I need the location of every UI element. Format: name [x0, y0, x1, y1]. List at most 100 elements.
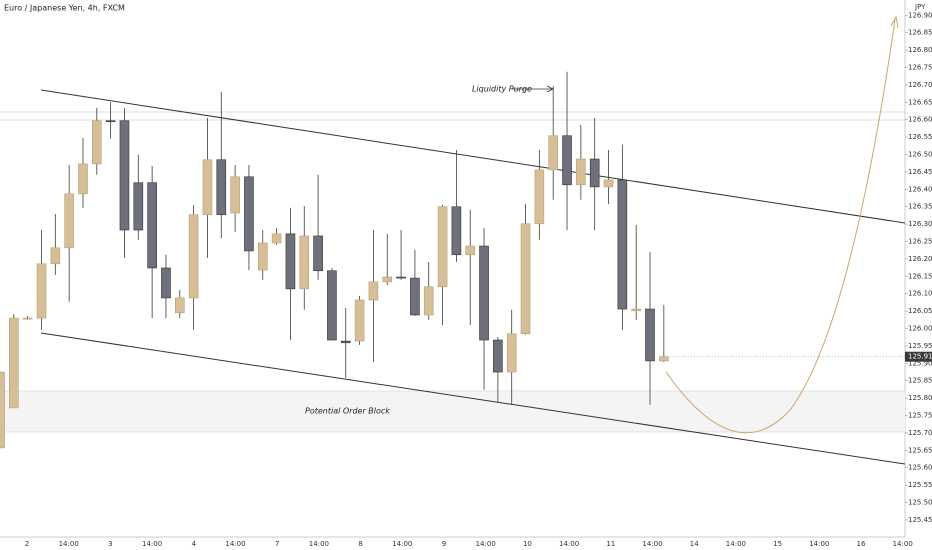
x-tick-label: 14:00 — [59, 540, 79, 548]
x-tick-label: 14:00 — [309, 540, 329, 548]
candle-body — [147, 182, 157, 269]
x-tick-label: 14:00 — [726, 540, 746, 548]
candle-body — [161, 267, 171, 299]
y-tick-label: 125.950 — [908, 342, 932, 350]
y-tick-label: 126.450 — [908, 168, 932, 176]
candle-body — [188, 214, 199, 299]
candle-body — [285, 233, 296, 290]
candle-body — [327, 270, 337, 341]
order-block-zone — [0, 391, 905, 432]
x-tick-label: 15 — [773, 540, 782, 548]
candle-body — [174, 297, 185, 314]
y-tick-label: 126.400 — [908, 185, 932, 193]
currency-label: JPY — [914, 3, 926, 11]
candle-body — [382, 276, 393, 283]
y-tick-label: 126.200 — [908, 255, 932, 263]
y-tick-label: 126.500 — [908, 151, 932, 159]
x-tick-label: 10 — [523, 540, 532, 548]
candle-body — [645, 308, 655, 362]
y-tick-label: 125.800 — [908, 394, 932, 402]
candle-body — [603, 179, 614, 188]
candle-body — [299, 235, 310, 290]
last-price-box — [905, 351, 932, 362]
y-tick-label: 126.350 — [908, 203, 932, 211]
candle-body — [534, 169, 545, 225]
candle-body — [354, 299, 365, 342]
candle-body — [368, 281, 379, 301]
y-tick-label: 126.750 — [908, 64, 932, 72]
candle-body — [78, 163, 88, 195]
projection-curve — [665, 19, 896, 434]
candle-body — [548, 135, 559, 171]
x-tick-label: 14:00 — [392, 540, 412, 548]
candle-body — [396, 276, 406, 279]
candle-body — [216, 159, 227, 216]
y-tick-label: 126.550 — [908, 133, 932, 141]
y-tick-label: 125.650 — [908, 446, 932, 454]
x-tick-label: 9 — [442, 540, 446, 548]
candle-body — [589, 158, 600, 188]
x-tick-label: 14:00 — [225, 540, 245, 548]
trend-line — [40, 332, 906, 465]
x-tick-label: 11 — [606, 540, 615, 548]
trend-line — [40, 89, 906, 224]
candle-body — [202, 159, 213, 216]
y-tick-label: 126.250 — [908, 238, 932, 246]
y-tick-label: 126.150 — [908, 272, 932, 280]
y-tick-label: 126.100 — [908, 290, 932, 298]
y-tick-label: 126.800 — [908, 46, 932, 54]
candle-body — [631, 308, 641, 312]
candle-body — [105, 120, 116, 123]
candle-body — [506, 333, 517, 373]
chart-title: Euro / Japanese Yen, 4h, FXCM — [4, 4, 125, 13]
candle-body — [9, 317, 19, 409]
x-tick-label: 7 — [275, 540, 279, 548]
candle-body — [22, 317, 33, 320]
y-tick-label: 125.750 — [908, 412, 932, 420]
candle-body — [423, 286, 434, 316]
x-tick-label: 14:00 — [642, 540, 662, 548]
candle-body — [92, 120, 102, 165]
candle-body — [244, 176, 254, 252]
last-price-label: 125.919 — [908, 353, 932, 361]
projection-arrowhead — [890, 15, 899, 29]
y-tick-label: 126.900 — [908, 11, 932, 19]
y-tick-label: 126.300 — [908, 220, 932, 228]
candle-body — [230, 176, 240, 214]
annotation: Potential Order Block — [305, 407, 390, 416]
candle-body — [576, 158, 586, 186]
candle-body — [451, 206, 462, 256]
candle-body — [520, 223, 531, 335]
candle-body — [340, 340, 351, 344]
y-tick-label: 125.900 — [908, 359, 932, 367]
annotation: Liquidity Purge — [472, 85, 532, 94]
x-tick-label: 14:00 — [809, 540, 829, 548]
candles — [0, 71, 669, 449]
candle-body — [271, 233, 282, 244]
y-tick-label: 126.650 — [908, 98, 932, 106]
x-tick-label: 14:00 — [559, 540, 579, 548]
x-tick-label: 4 — [192, 540, 197, 548]
candle-body — [617, 179, 628, 310]
y-tick-label: 125.500 — [908, 499, 932, 507]
y-tick-label: 126.050 — [908, 307, 932, 315]
y-tick-label: 125.450 — [908, 516, 932, 524]
candle-body — [493, 339, 503, 373]
candle-body — [479, 245, 489, 341]
x-tick-label: 8 — [358, 540, 362, 548]
candle-body — [659, 356, 669, 362]
x-tick-label: 16 — [857, 540, 866, 548]
y-tick-label: 126.000 — [908, 325, 932, 333]
x-tick-label: 14 — [690, 540, 699, 548]
candle-body — [64, 193, 74, 249]
candle-body — [465, 245, 476, 256]
y-tick-label: 126.700 — [908, 81, 932, 89]
y-tick-label: 125.550 — [908, 481, 932, 489]
candle-body — [133, 182, 144, 231]
candle-body — [119, 120, 130, 231]
y-tick-label: 125.600 — [908, 464, 932, 472]
candle-body — [257, 242, 268, 271]
x-tick-label: 14:00 — [893, 540, 913, 548]
x-tick-label: 2 — [25, 540, 29, 548]
